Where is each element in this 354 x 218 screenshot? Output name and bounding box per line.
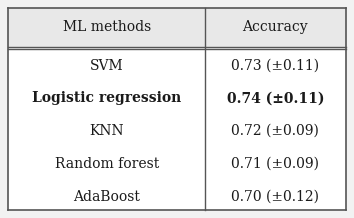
Text: SVM: SVM <box>90 59 124 73</box>
Bar <box>8 8 346 47</box>
Text: 0.70 (±0.12): 0.70 (±0.12) <box>232 190 319 204</box>
Text: AdaBoost: AdaBoost <box>73 190 140 204</box>
Text: KNN: KNN <box>90 124 124 138</box>
Text: 0.74 (±0.11): 0.74 (±0.11) <box>227 92 324 106</box>
Text: 0.72 (±0.09): 0.72 (±0.09) <box>232 124 319 138</box>
Text: 0.73 (±0.11): 0.73 (±0.11) <box>231 59 319 73</box>
Text: 0.71 (±0.09): 0.71 (±0.09) <box>232 157 319 171</box>
Text: Accuracy: Accuracy <box>242 20 308 34</box>
Text: Random forest: Random forest <box>55 157 159 171</box>
Text: ML methods: ML methods <box>63 20 151 34</box>
Text: Logistic regression: Logistic regression <box>32 92 181 106</box>
